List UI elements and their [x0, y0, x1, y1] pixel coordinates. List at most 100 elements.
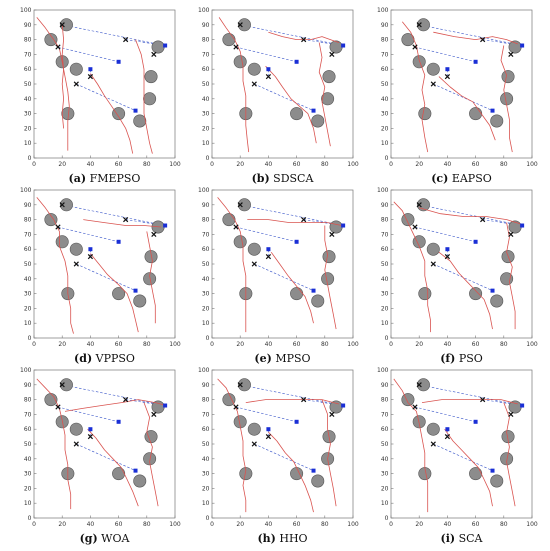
y-tick-label: 50: [381, 441, 389, 448]
panel-caption: (g) WOA: [80, 532, 131, 545]
x-tick-label: 0: [32, 341, 36, 348]
guide-line: [419, 384, 523, 406]
robot-path: [438, 76, 496, 141]
x-tick-label: 20: [58, 521, 66, 528]
guide-line: [303, 399, 344, 406]
caption-name: SCA: [455, 532, 483, 545]
start-marker: [123, 396, 129, 403]
robot-path: [83, 219, 161, 228]
panel-5: 0 20 40 60 80 100 0 10 20 30 40 50 60 70 80 90 100 (e) MP…: [198, 187, 359, 365]
guide-line: [57, 226, 119, 243]
y-tick-label: 10: [24, 140, 32, 147]
target-marker: [445, 427, 450, 432]
start-marker: [412, 44, 418, 50]
obstacle: [508, 400, 522, 414]
y-tick-label: 70: [202, 51, 210, 58]
y-tick-label: 30: [202, 291, 210, 298]
panel-caption: (i) SCA: [441, 532, 484, 545]
start-marker: [237, 382, 243, 388]
y-tick-label: 50: [24, 261, 32, 268]
caption-letter: (c): [431, 172, 448, 185]
y-tick-label: 30: [202, 111, 210, 118]
y-tick-label: 90: [24, 382, 32, 389]
y-tick-label: 90: [202, 22, 210, 29]
x-tick-label: 80: [143, 341, 151, 348]
start-marker: [59, 22, 65, 28]
caption-letter: (a): [69, 172, 87, 185]
target-marker: [520, 43, 525, 48]
y-tick-label: 60: [381, 66, 389, 73]
y-tick-label: 10: [202, 140, 210, 147]
y-tick-label: 30: [381, 291, 389, 298]
y-tick-label: 100: [20, 187, 32, 194]
x-tick-label: 0: [389, 521, 393, 528]
obstacle: [469, 287, 483, 301]
y-tick-label: 100: [377, 187, 389, 194]
y-tick-label: 100: [198, 367, 210, 374]
y-tick-label: 90: [24, 22, 32, 29]
start-marker: [59, 202, 65, 208]
y-tick-label: 20: [381, 305, 389, 312]
y-tick-label: 90: [24, 202, 32, 209]
robot-path: [61, 24, 64, 129]
guide-line: [482, 399, 523, 406]
caption-name: FMEPSO: [86, 172, 140, 185]
obstacle: [247, 242, 261, 256]
obstacle: [69, 242, 83, 256]
target-marker: [473, 59, 478, 64]
target-marker: [266, 67, 271, 72]
y-tick-label: 40: [202, 456, 210, 463]
robot-path: [64, 399, 167, 412]
start-marker: [123, 36, 129, 43]
y-tick-label: 100: [377, 7, 389, 14]
panel-2: 0 20 40 60 80 100 0 10 20 30 40 50 60 70 80 90 100 (b) SD…: [198, 7, 359, 185]
guide-line: [62, 204, 166, 226]
x-tick-label: 20: [415, 521, 423, 528]
guide-line: [433, 443, 493, 471]
guide-line: [62, 384, 166, 406]
obstacle: [69, 62, 83, 76]
y-tick-label: 70: [24, 51, 32, 58]
guide-line: [414, 46, 476, 63]
robot-path: [90, 253, 139, 333]
x-tick-label: 80: [500, 341, 508, 348]
obstacle: [237, 18, 251, 32]
target-marker: [88, 247, 93, 252]
target-marker: [294, 59, 299, 64]
guide-line: [254, 263, 314, 291]
y-tick-label: 100: [20, 7, 32, 14]
y-tick-label: 80: [24, 37, 32, 44]
start-marker: [265, 253, 272, 260]
caption-letter: (e): [254, 352, 271, 365]
start-marker: [151, 231, 157, 238]
panel-4: 0 20 40 60 80 100 0 10 20 30 40 50 60 70 80 90 100 (d) VP…: [20, 187, 181, 365]
caption-letter: (b): [252, 172, 270, 185]
panel-caption: (c) EAPSO: [431, 172, 492, 185]
start-marker: [233, 224, 239, 230]
target-marker: [445, 67, 450, 72]
x-tick-label: 60: [472, 341, 480, 348]
x-tick-label: 100: [169, 521, 181, 528]
target-marker: [490, 288, 495, 293]
robot-path: [268, 31, 340, 43]
guide-line: [235, 406, 297, 423]
x-tick-label: 80: [143, 161, 151, 168]
robot-path: [36, 197, 74, 334]
y-tick-label: 10: [381, 500, 389, 507]
target-marker: [520, 223, 525, 228]
robot-path: [506, 222, 516, 330]
target-marker: [311, 288, 316, 293]
y-tick-label: 50: [24, 441, 32, 448]
obstacle: [59, 378, 73, 392]
obstacle: [322, 250, 336, 264]
plot-frame: [390, 369, 533, 519]
start-marker: [73, 441, 79, 447]
y-tick-label: 30: [24, 471, 32, 478]
plot-frame: [211, 369, 354, 519]
x-tick-label: 40: [444, 161, 452, 168]
target-marker: [116, 419, 121, 424]
x-tick-label: 0: [32, 521, 36, 528]
robot-path: [270, 251, 314, 324]
y-tick-label: 70: [202, 231, 210, 238]
start-marker: [508, 231, 514, 238]
